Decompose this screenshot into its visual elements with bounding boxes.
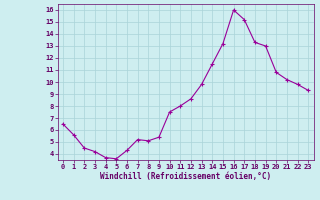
X-axis label: Windchill (Refroidissement éolien,°C): Windchill (Refroidissement éolien,°C) — [100, 172, 271, 181]
